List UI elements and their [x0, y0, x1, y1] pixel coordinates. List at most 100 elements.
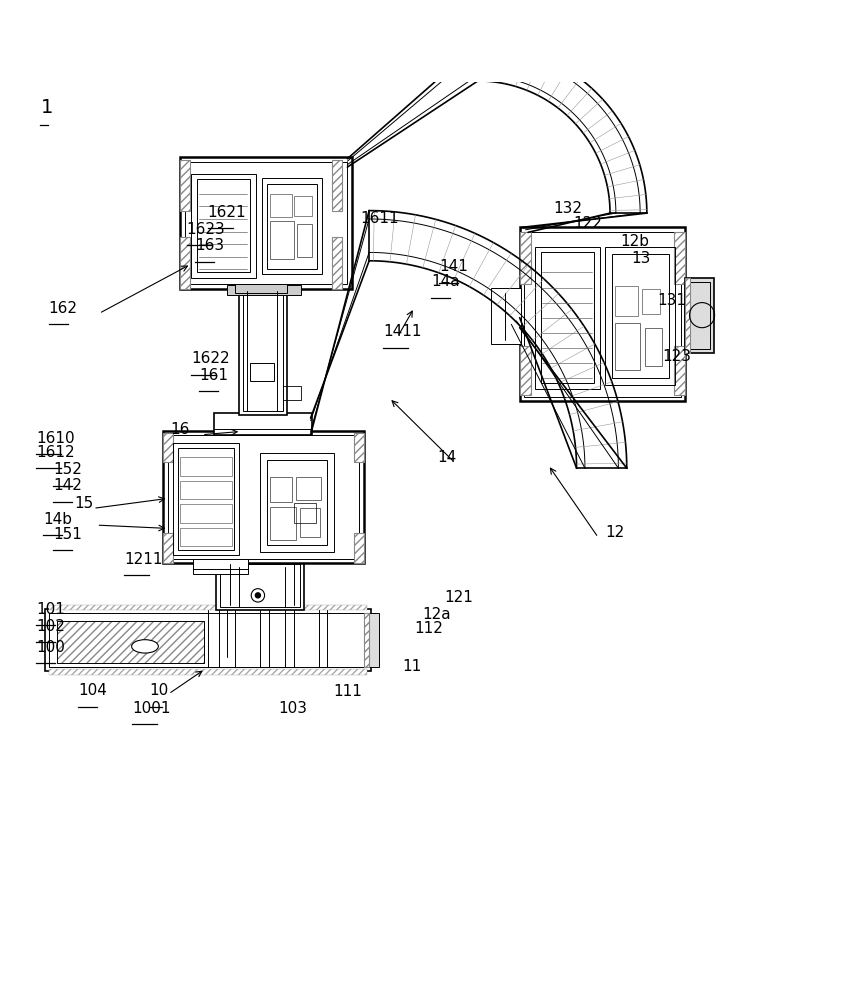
Bar	[645, 328, 662, 366]
Bar	[163, 533, 173, 563]
Bar	[180, 457, 232, 476]
Bar	[180, 481, 232, 499]
Bar	[520, 346, 530, 395]
Bar	[294, 196, 312, 216]
Bar	[300, 508, 320, 537]
Bar	[611, 254, 669, 378]
Text: 101: 101	[36, 602, 65, 617]
Text: 131: 131	[657, 293, 686, 308]
Bar	[49, 669, 366, 675]
Bar	[173, 443, 238, 555]
Text: 12a: 12a	[423, 607, 451, 622]
Bar	[354, 433, 364, 462]
Text: 1211: 1211	[124, 552, 163, 567]
Bar	[221, 564, 300, 607]
Text: 163: 163	[195, 238, 224, 253]
Text: 14a: 14a	[431, 274, 460, 289]
Bar	[242, 289, 283, 411]
Bar	[270, 221, 294, 259]
Text: 1001: 1001	[132, 701, 171, 716]
Text: 121: 121	[445, 590, 473, 605]
Bar	[197, 179, 250, 272]
Bar	[270, 194, 292, 217]
Bar	[235, 284, 287, 293]
Text: 13: 13	[632, 251, 651, 266]
Bar	[615, 286, 638, 316]
Text: 141: 141	[440, 259, 468, 274]
Text: 132: 132	[553, 201, 582, 216]
Bar	[685, 278, 714, 353]
Bar	[185, 162, 347, 284]
Bar	[179, 448, 233, 550]
Text: 161: 161	[200, 368, 228, 383]
Bar	[49, 613, 366, 667]
Bar	[260, 453, 334, 552]
Text: 151: 151	[53, 527, 82, 542]
Bar	[615, 323, 640, 370]
Text: 1621: 1621	[208, 205, 247, 220]
Bar	[267, 184, 317, 269]
Text: 1623: 1623	[187, 222, 226, 237]
Bar	[332, 160, 342, 211]
Bar	[180, 528, 232, 546]
Text: 162: 162	[49, 301, 77, 316]
Bar	[214, 413, 312, 435]
Text: 152: 152	[53, 462, 82, 477]
Text: 123: 123	[662, 349, 691, 364]
Bar	[163, 433, 173, 462]
Bar	[364, 613, 369, 667]
Text: 11: 11	[402, 659, 422, 674]
Bar	[180, 504, 232, 523]
Bar	[674, 346, 685, 395]
Bar	[180, 237, 190, 289]
Text: 1: 1	[40, 98, 53, 117]
Bar	[294, 503, 316, 523]
Text: 1610: 1610	[36, 431, 75, 446]
Bar	[364, 613, 379, 667]
Text: 16: 16	[170, 422, 189, 437]
Bar	[688, 282, 711, 349]
Text: 12: 12	[605, 525, 624, 540]
Bar	[49, 605, 366, 610]
Text: 14: 14	[438, 450, 457, 465]
Bar	[57, 621, 204, 663]
Text: 112: 112	[414, 621, 443, 636]
Text: 104: 104	[78, 683, 107, 698]
Bar	[262, 178, 322, 274]
Bar	[57, 621, 204, 663]
Text: 1611: 1611	[360, 211, 399, 226]
Text: 142: 142	[53, 478, 82, 493]
Text: 103: 103	[279, 701, 308, 716]
Bar	[191, 174, 256, 278]
Text: 10: 10	[149, 683, 168, 698]
Bar	[642, 289, 660, 314]
Text: 100: 100	[36, 640, 65, 655]
Text: 122: 122	[573, 216, 602, 231]
Ellipse shape	[131, 640, 158, 653]
Bar	[297, 224, 312, 257]
Bar	[491, 288, 521, 344]
Bar	[535, 247, 600, 389]
Bar	[605, 247, 675, 385]
Bar	[180, 157, 352, 289]
Bar	[524, 232, 681, 397]
Bar	[270, 507, 296, 540]
Bar	[685, 278, 690, 353]
Text: 102: 102	[36, 619, 65, 634]
Text: 1622: 1622	[191, 351, 230, 366]
Bar	[541, 252, 594, 383]
Bar	[296, 477, 321, 500]
Text: 15: 15	[74, 496, 93, 511]
Bar	[163, 431, 364, 563]
Bar	[168, 435, 359, 559]
Bar	[283, 386, 301, 400]
Bar	[194, 559, 248, 574]
Bar	[520, 227, 685, 401]
Bar	[45, 609, 370, 671]
Text: 12b: 12b	[620, 234, 649, 249]
Bar	[180, 160, 190, 211]
Bar	[332, 237, 342, 289]
Bar	[238, 288, 287, 415]
Text: 111: 111	[333, 684, 362, 699]
Bar	[216, 560, 304, 610]
